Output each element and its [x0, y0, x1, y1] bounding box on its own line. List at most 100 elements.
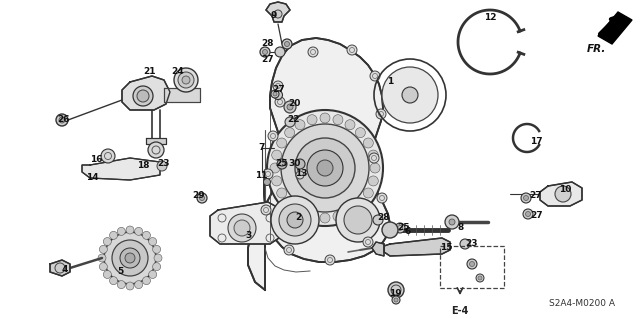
Text: 11: 11	[255, 170, 268, 180]
Circle shape	[197, 193, 207, 203]
Circle shape	[260, 47, 270, 57]
Circle shape	[277, 159, 287, 169]
Text: 25: 25	[276, 159, 288, 167]
Circle shape	[307, 211, 317, 221]
Text: 17: 17	[530, 137, 542, 146]
Circle shape	[325, 255, 335, 265]
Circle shape	[261, 205, 271, 215]
Circle shape	[268, 131, 278, 141]
Text: 2: 2	[295, 213, 301, 222]
Circle shape	[470, 262, 474, 266]
Text: E-4: E-4	[451, 306, 468, 316]
Circle shape	[347, 45, 357, 55]
Circle shape	[376, 109, 386, 119]
Circle shape	[273, 81, 283, 91]
Circle shape	[364, 138, 373, 148]
Circle shape	[134, 281, 143, 289]
Circle shape	[344, 206, 372, 234]
Circle shape	[296, 171, 304, 179]
Circle shape	[285, 198, 294, 208]
Circle shape	[364, 188, 373, 198]
Circle shape	[285, 128, 294, 137]
Circle shape	[126, 226, 134, 234]
Text: 26: 26	[57, 115, 69, 124]
Text: 27: 27	[262, 56, 275, 64]
Text: FR.: FR.	[587, 44, 606, 54]
Circle shape	[275, 97, 285, 107]
Text: 27: 27	[273, 85, 285, 94]
Circle shape	[363, 237, 373, 247]
Polygon shape	[146, 138, 166, 144]
Circle shape	[284, 101, 296, 113]
Circle shape	[137, 90, 149, 102]
Circle shape	[152, 245, 161, 253]
Text: 27: 27	[530, 191, 542, 201]
Circle shape	[395, 223, 405, 233]
Circle shape	[104, 232, 156, 284]
Text: 29: 29	[193, 191, 205, 201]
Circle shape	[273, 91, 282, 100]
Circle shape	[402, 87, 418, 103]
Circle shape	[271, 90, 279, 98]
Circle shape	[555, 186, 571, 202]
Circle shape	[369, 153, 379, 163]
Circle shape	[449, 219, 455, 225]
Circle shape	[109, 231, 118, 239]
Circle shape	[276, 188, 287, 198]
Circle shape	[234, 220, 250, 236]
Polygon shape	[82, 158, 160, 180]
Polygon shape	[210, 202, 282, 244]
Circle shape	[98, 254, 106, 262]
Circle shape	[228, 214, 256, 242]
Circle shape	[264, 179, 271, 186]
Circle shape	[307, 115, 317, 125]
Circle shape	[148, 142, 164, 158]
Circle shape	[112, 240, 148, 276]
Circle shape	[370, 71, 380, 81]
Circle shape	[133, 86, 153, 106]
Text: 16: 16	[90, 155, 102, 165]
Circle shape	[270, 163, 280, 173]
Text: 28: 28	[378, 213, 390, 222]
Circle shape	[178, 72, 194, 88]
Circle shape	[125, 253, 135, 263]
Circle shape	[370, 163, 380, 173]
Circle shape	[59, 117, 65, 123]
Text: 27: 27	[531, 211, 543, 220]
Bar	[440, 246, 504, 288]
Polygon shape	[384, 238, 450, 256]
Polygon shape	[50, 260, 70, 276]
Polygon shape	[122, 76, 170, 110]
Circle shape	[152, 263, 161, 271]
Text: 23: 23	[157, 160, 169, 168]
Circle shape	[320, 113, 330, 123]
Circle shape	[295, 206, 305, 216]
Circle shape	[460, 239, 470, 249]
Text: 28: 28	[262, 40, 275, 48]
Circle shape	[276, 138, 287, 148]
Text: 20: 20	[288, 100, 300, 108]
Circle shape	[117, 281, 125, 289]
Circle shape	[287, 212, 303, 228]
Text: 12: 12	[484, 13, 496, 23]
Circle shape	[157, 161, 167, 171]
Circle shape	[336, 198, 380, 242]
Text: 18: 18	[137, 161, 149, 170]
Text: 21: 21	[143, 66, 156, 76]
Text: 22: 22	[288, 115, 300, 124]
Circle shape	[523, 209, 533, 219]
Circle shape	[392, 296, 400, 304]
Circle shape	[282, 39, 292, 49]
Circle shape	[345, 206, 355, 216]
Polygon shape	[598, 12, 632, 44]
Circle shape	[271, 196, 319, 244]
Circle shape	[267, 110, 383, 226]
Circle shape	[308, 47, 318, 57]
Circle shape	[285, 117, 295, 127]
Circle shape	[262, 49, 268, 55]
Circle shape	[120, 248, 140, 268]
Text: S2A4-M0200 A: S2A4-M0200 A	[549, 299, 615, 308]
Circle shape	[117, 227, 125, 235]
Circle shape	[281, 124, 369, 212]
Circle shape	[103, 271, 111, 278]
